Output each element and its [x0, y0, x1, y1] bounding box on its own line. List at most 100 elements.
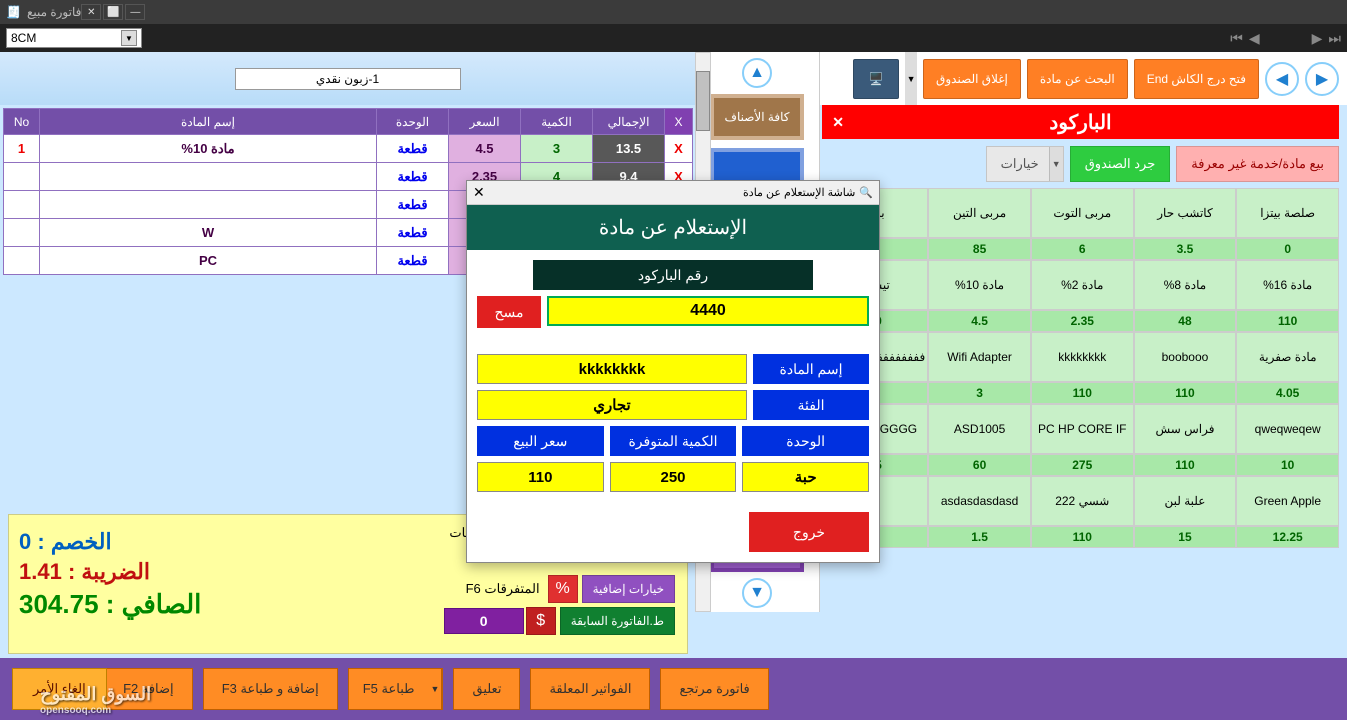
record-nav: ⏮ ◀ ▶ ⏭ [1230, 30, 1341, 47]
price-value: 110 [477, 462, 604, 492]
cell-no [4, 191, 40, 219]
pending-invoices-button[interactable]: الفواتير المعلقة [530, 668, 650, 710]
modal-header: الإستعلام عن مادة [467, 205, 879, 250]
cell-name: W [40, 219, 377, 247]
unit-value: حبة [742, 462, 869, 492]
item-name-label: إسم المادة [753, 354, 869, 384]
net-line: الصافي : 304.75 [19, 589, 397, 620]
summary-right: الخصم : 0 الضريبة : 1.41 الصافي : 304.75 [19, 525, 417, 643]
product-price: 3.5 [1134, 238, 1237, 260]
product-tile[interactable]: qweqweqew [1236, 404, 1339, 454]
close-box-button[interactable]: إغلاق الصندوق [923, 59, 1021, 99]
product-tile[interactable]: ASD1005 [928, 404, 1031, 454]
delete-row-button[interactable]: X [665, 135, 693, 163]
cell-name [40, 191, 377, 219]
watermark: السوق المفتوح opensooq.com [40, 684, 151, 716]
nav-first-icon[interactable]: ⏮ [1230, 30, 1243, 47]
window-buttons: ✕ ⬜ — [81, 4, 145, 20]
window-minimize-icon[interactable]: — [125, 4, 145, 20]
nav-spacer [1266, 30, 1306, 47]
cell-name: مادة 10% [40, 135, 377, 163]
barcode-banner[interactable]: الباركود ✕ [822, 105, 1339, 139]
scrollbar-thumb[interactable] [696, 71, 710, 131]
product-price: 60 [928, 454, 1031, 476]
percent-button[interactable]: % [548, 575, 578, 603]
modal-title: شاشة الإستعلام عن مادة [743, 186, 855, 199]
product-tile[interactable]: مادة صفرية [1236, 332, 1339, 382]
add-print-button[interactable]: إضافة و طباعة F3 [203, 668, 338, 710]
product-tile[interactable]: صلصة بيتزا [1236, 188, 1339, 238]
barcode-input[interactable] [547, 296, 869, 326]
product-tile[interactable]: Green Apple [1236, 476, 1339, 526]
product-tile[interactable]: مادة 10% [928, 260, 1031, 310]
action-row: بيع مادة/خدمة غير معرفة جرد الصندوق ▼ خي… [986, 146, 1339, 182]
product-tile[interactable]: مادة 8% [1134, 260, 1237, 310]
product-tile[interactable]: boobooo [1134, 332, 1237, 382]
cell-unit: قطعة [377, 191, 449, 219]
inventory-button[interactable]: جرد الصندوق [1070, 146, 1171, 182]
product-price: 110 [1031, 526, 1134, 548]
product-tile[interactable]: Wifi Adapter [928, 332, 1031, 382]
scroll-left-icon[interactable]: ◀ [1265, 62, 1299, 96]
screens-button[interactable]: 🖥️ [853, 59, 899, 99]
product-tile[interactable]: مربى التين [928, 188, 1031, 238]
product-tile[interactable]: علبة لبن [1134, 476, 1237, 526]
hold-button[interactable]: تعليق [453, 668, 520, 710]
modal-close-icon[interactable]: ✕ [473, 184, 485, 201]
search-item-button[interactable]: البحث عن مادة [1027, 59, 1128, 99]
chevron-down-icon: ▼ [121, 30, 137, 46]
product-tile[interactable]: مادة 16% [1236, 260, 1339, 310]
product-tile[interactable]: شسي 222 [1031, 476, 1134, 526]
open-drawer-button[interactable]: فتح درج الكاش End [1134, 59, 1259, 99]
window-maximize-icon[interactable]: ⬜ [103, 4, 123, 20]
nav-strip: 8CM ▼ ⏮ ◀ ▶ ⏭ [0, 24, 1347, 52]
modal-icon: 🔍 [859, 186, 873, 199]
category-down-icon[interactable]: ▼ [742, 578, 772, 608]
scroll-right-icon[interactable]: ▶ [1305, 62, 1339, 96]
qty-label: الكمية المتوفرة [610, 426, 737, 456]
window-title: فاتورة مبيع [27, 5, 81, 19]
printer-combo[interactable]: 8CM ▼ [6, 28, 142, 48]
th-unit: الوحدة [377, 109, 449, 135]
barcode-field-label: رقم الباركود [533, 260, 813, 290]
product-grid: صلصة بيتزاكاتشب حارمربى التوتمربى التينب… [822, 188, 1339, 548]
close-box-dd[interactable]: ▼ [905, 52, 917, 105]
product-tile[interactable]: kkkkkkkk [1031, 332, 1134, 382]
product-tile[interactable]: مادة 2% [1031, 260, 1134, 310]
category-up-icon[interactable]: ▲ [742, 58, 772, 88]
modal-titlebar: 🔍 شاشة الإستعلام عن مادة ✕ [467, 181, 879, 205]
nav-next-icon[interactable]: ▶ [1312, 30, 1323, 47]
printer-combo-value: 8CM [11, 31, 36, 45]
clear-button[interactable]: مسح [477, 296, 541, 328]
nav-prev-icon[interactable]: ◀ [1249, 30, 1260, 47]
dollar-button[interactable]: $ [526, 607, 556, 635]
expenses-value[interactable]: 0 [444, 608, 524, 634]
options-button[interactable]: ▼ خيارات [986, 146, 1064, 182]
product-tile[interactable]: فراس سش [1134, 404, 1237, 454]
print-button[interactable]: ▼طباعة F5 [348, 668, 444, 710]
product-tile[interactable]: asdasdasdasd [928, 476, 1031, 526]
item-lookup-modal: 🔍 شاشة الإستعلام عن مادة ✕ الإستعلام عن … [466, 180, 880, 563]
product-tile[interactable]: كاتشب حار [1134, 188, 1237, 238]
window-close-icon[interactable]: ✕ [81, 4, 101, 20]
product-tile[interactable]: PC HP CORE IF [1031, 404, 1134, 454]
cell-qty[interactable]: 3 [521, 135, 593, 163]
customer-dropdown[interactable]: 1-زبون نقدي [235, 68, 461, 90]
returned-invoice-button[interactable]: فاتورة مرتجع [660, 668, 768, 710]
barcode-clear-icon[interactable]: ✕ [832, 114, 844, 131]
price-label: سعر البيع [477, 426, 604, 456]
sell-unknown-button[interactable]: بيع مادة/خدمة غير معرفة [1176, 146, 1339, 182]
item-name-value: kkkkkkkk [477, 354, 747, 384]
unit-label: الوحدة [742, 426, 869, 456]
product-tile[interactable]: مربى التوت [1031, 188, 1134, 238]
th-price: السعر [449, 109, 521, 135]
product-price: 4.05 [1236, 382, 1339, 404]
cell-name [40, 163, 377, 191]
category-value: تجاري [477, 390, 747, 420]
extra-options-button[interactable]: خيارات إضافية [582, 575, 675, 603]
table-row[interactable]: X13.534.5قطعةمادة 10%1 [4, 135, 693, 163]
exit-button[interactable]: خروج [749, 512, 869, 552]
prev-invoice-button[interactable]: ط.الفاتورة السابقة [560, 607, 675, 635]
nav-last-icon[interactable]: ⏭ [1328, 30, 1341, 47]
category-all[interactable]: كافة الأصناف [710, 94, 804, 140]
